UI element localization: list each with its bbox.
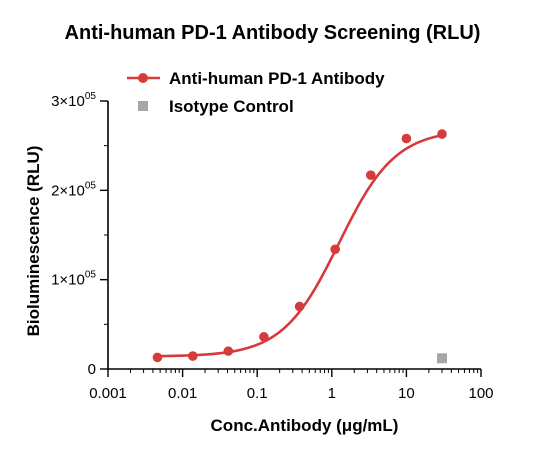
y-tick-label: 1×1005 — [51, 270, 96, 289]
legend-label-anti-pd1: Anti-human PD-1 Antibody — [169, 69, 385, 88]
data-point-anti-pd1 — [401, 133, 412, 144]
data-point-anti-pd1 — [330, 244, 340, 255]
x-axis-label: Conc.Antibody (μg/mL) — [211, 416, 399, 435]
x-tick-label: 1 — [328, 385, 336, 402]
chart-title: Anti-human PD-1 Antibody Screening (RLU) — [64, 22, 481, 44]
x-tick-label: 100 — [468, 385, 493, 402]
data-point-anti-pd1 — [294, 301, 305, 312]
y-tick-label: 3×1005 — [51, 91, 96, 110]
legend-marker-anti-pd1 — [138, 73, 148, 83]
data-point-anti-pd1 — [187, 351, 198, 361]
x-tick-label: 0.001 — [89, 385, 127, 402]
fit-curve-anti-pd1 — [157, 134, 443, 358]
data-point-anti-pd1 — [437, 129, 447, 139]
data-point-anti-pd1 — [259, 332, 269, 342]
x-tick-label: 0.01 — [168, 385, 197, 402]
legend-marker-isotype — [138, 101, 148, 111]
y-tick-label: 0 — [88, 361, 96, 378]
y-tick-label: 2×1005 — [51, 180, 96, 199]
y-axis-label: Bioluminescence (RLU) — [24, 146, 43, 337]
data-point-anti-pd1 — [152, 352, 163, 363]
legend-label-isotype: Isotype Control — [169, 97, 294, 116]
data-point-anti-pd1 — [365, 170, 376, 180]
x-tick-label: 10 — [398, 385, 415, 402]
data-point-isotype — [436, 353, 447, 364]
data-point-anti-pd1 — [223, 346, 234, 356]
x-tick-label: 0.1 — [247, 385, 268, 402]
